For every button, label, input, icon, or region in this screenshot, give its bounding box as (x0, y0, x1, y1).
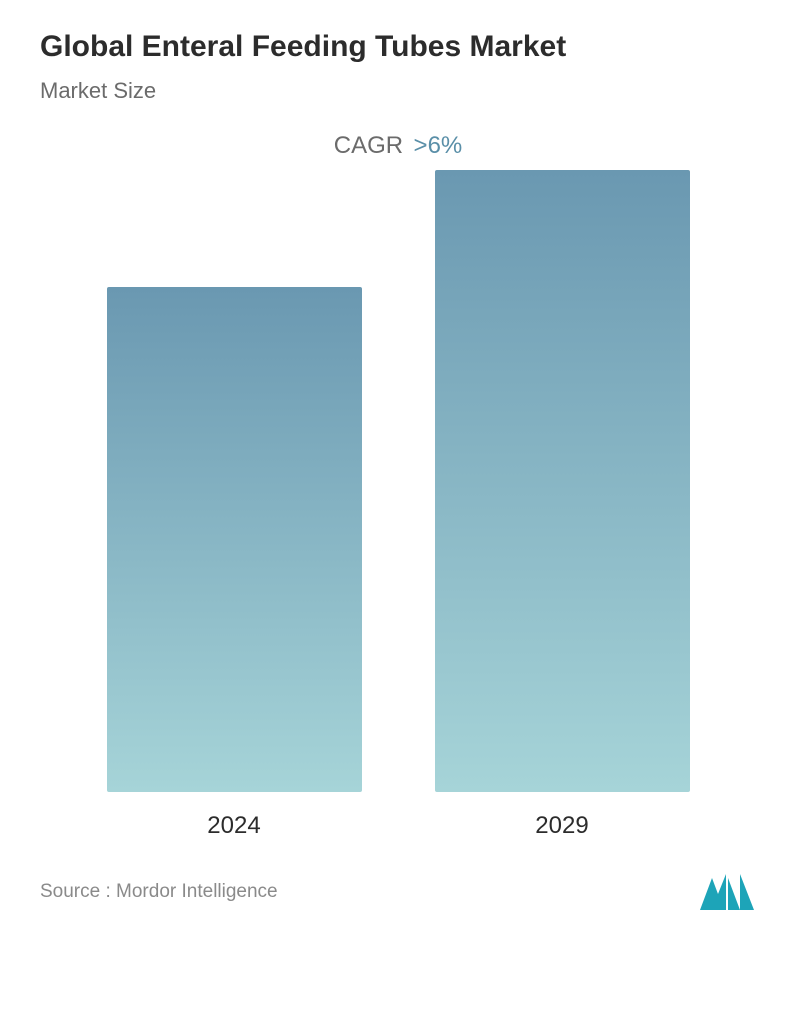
bar-0 (107, 287, 362, 792)
chart-container: Global Enteral Feeding Tubes Market Mark… (0, 0, 796, 1034)
chart-area: 2024 2029 (40, 170, 756, 840)
logo-icon (698, 874, 756, 912)
bar-label-0: 2024 (207, 812, 260, 840)
cagr-row: CAGR >6% (40, 132, 756, 160)
chart-title: Global Enteral Feeding Tubes Market (40, 30, 756, 64)
footer: Source : Mordor Intelligence (40, 840, 756, 922)
brand-logo (698, 872, 756, 912)
bar-label-1: 2029 (535, 812, 588, 840)
source-text: Source : Mordor Intelligence (40, 881, 278, 903)
bar-group-0: 2024 (107, 170, 362, 840)
bar-1 (435, 170, 690, 792)
chart-subtitle: Market Size (40, 78, 756, 104)
cagr-value: >6% (414, 132, 463, 159)
bar-group-1: 2029 (435, 170, 690, 840)
cagr-label: CAGR (334, 132, 403, 159)
